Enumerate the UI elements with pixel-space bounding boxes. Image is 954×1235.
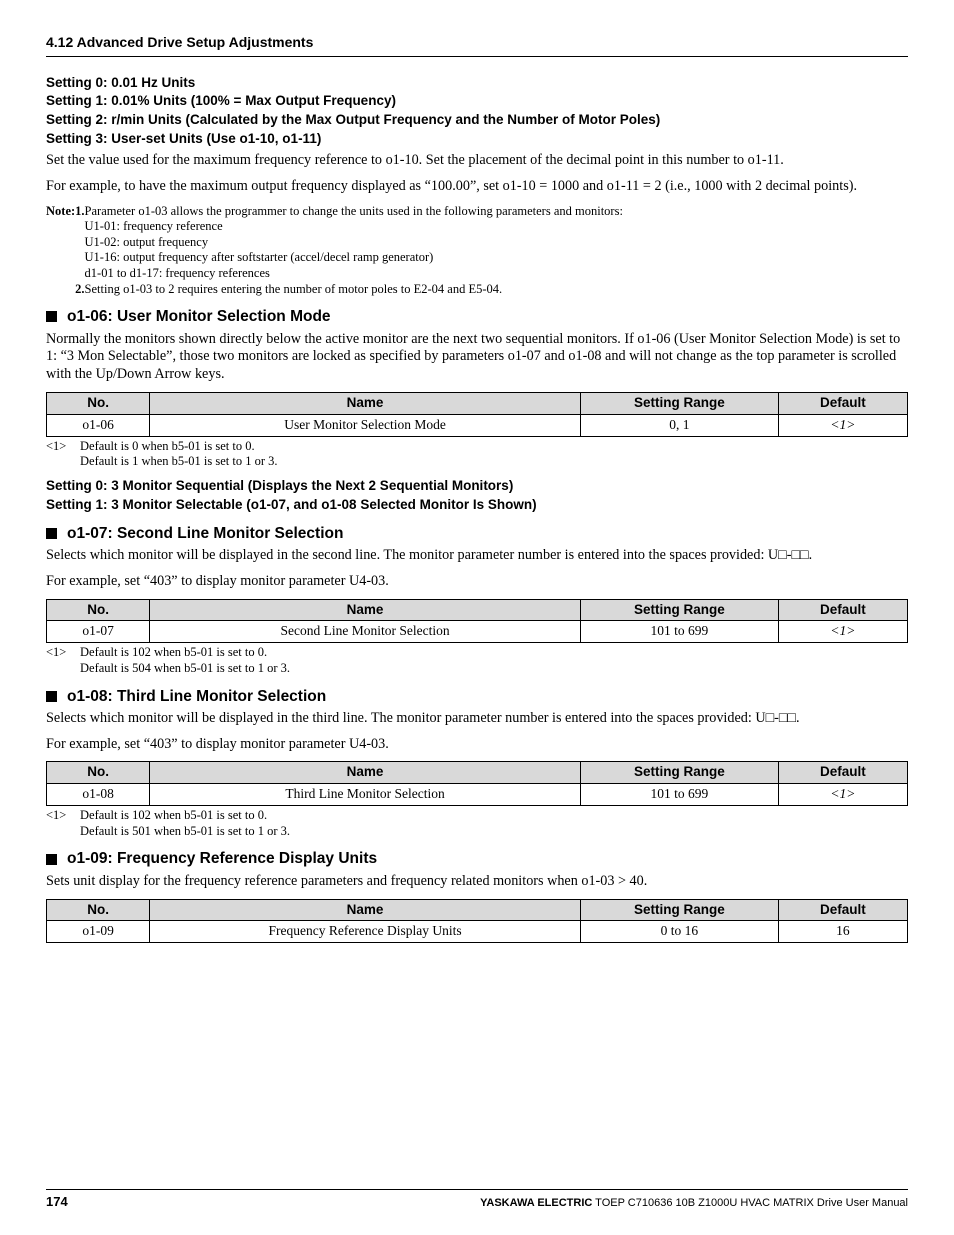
- section-heading: o1-09: Frequency Reference Display Units: [46, 849, 908, 868]
- square-bullet-icon: [46, 691, 57, 702]
- body-paragraph: Selects which monitor will be displayed …: [46, 710, 908, 728]
- table-cell: 0, 1: [580, 414, 778, 436]
- table-header-cell: Name: [150, 392, 581, 414]
- table-footnote: <1>Default is 102 when b5-01 is set to 0…: [46, 808, 908, 839]
- table-row: o1-08Third Line Monitor Selection101 to …: [47, 784, 908, 806]
- table-header-cell: No.: [47, 392, 150, 414]
- parameter-table: No.NameSetting RangeDefaulto1-09Frequenc…: [46, 899, 908, 944]
- setting-heading: Setting 0: 0.01 Hz Units: [46, 75, 908, 92]
- footer-doc-title: YASKAWA ELECTRIC TOEP C710636 10B Z1000U…: [480, 1197, 908, 1211]
- parameter-table: No.NameSetting RangeDefaulto1-06User Mon…: [46, 392, 908, 437]
- page-section-header: 4.12 Advanced Drive Setup Adjustments: [46, 34, 908, 57]
- table-header-cell: Setting Range: [580, 599, 778, 621]
- table-header-cell: Setting Range: [580, 392, 778, 414]
- table-header-cell: Default: [778, 599, 907, 621]
- body-paragraph: For example, set “403” to display monito…: [46, 736, 908, 754]
- setting-heading: Setting 2: r/min Units (Calculated by th…: [46, 112, 908, 129]
- square-bullet-icon: [46, 854, 57, 865]
- table-header-cell: Default: [778, 899, 907, 921]
- table-cell: User Monitor Selection Mode: [150, 414, 581, 436]
- setting-heading: Setting 1: 3 Monitor Selectable (o1-07, …: [46, 497, 908, 514]
- table-header-cell: Default: [778, 392, 907, 414]
- table-cell: <1>: [778, 621, 907, 643]
- table-header-cell: Setting Range: [580, 762, 778, 784]
- body-paragraph: Sets unit display for the frequency refe…: [46, 873, 908, 891]
- table-footnote: <1>Default is 102 when b5-01 is set to 0…: [46, 645, 908, 676]
- setting-heading: Setting 0: 3 Monitor Sequential (Display…: [46, 478, 908, 495]
- table-cell: Second Line Monitor Selection: [150, 621, 581, 643]
- body-paragraph: Normally the monitors shown directly bel…: [46, 331, 908, 384]
- table-cell: <1>: [778, 784, 907, 806]
- table-cell: 0 to 16: [580, 921, 778, 943]
- table-row: o1-09Frequency Reference Display Units0 …: [47, 921, 908, 943]
- table-header-cell: No.: [47, 599, 150, 621]
- page-number: 174: [46, 1194, 68, 1210]
- table-cell: o1-08: [47, 784, 150, 806]
- table-header-cell: No.: [47, 899, 150, 921]
- page-footer: 174 YASKAWA ELECTRIC TOEP C710636 10B Z1…: [46, 1189, 908, 1211]
- table-cell: Third Line Monitor Selection: [150, 784, 581, 806]
- body-paragraph: For example, set “403” to display monito…: [46, 573, 908, 591]
- square-bullet-icon: [46, 528, 57, 539]
- table-header-cell: No.: [47, 762, 150, 784]
- section-heading: o1-08: Third Line Monitor Selection: [46, 687, 908, 706]
- table-header-cell: Default: [778, 762, 907, 784]
- table-cell: <1>: [778, 414, 907, 436]
- table-header-cell: Name: [150, 599, 581, 621]
- table-row: o1-07Second Line Monitor Selection101 to…: [47, 621, 908, 643]
- table-row: o1-06User Monitor Selection Mode0, 1<1>: [47, 414, 908, 436]
- setting-heading: Setting 1: 0.01% Units (100% = Max Outpu…: [46, 93, 908, 110]
- table-header-cell: Name: [150, 899, 581, 921]
- table-cell: o1-09: [47, 921, 150, 943]
- setting-heading: Setting 3: User-set Units (Use o1-10, o1…: [46, 131, 908, 148]
- table-cell: o1-06: [47, 414, 150, 436]
- parameter-table: No.NameSetting RangeDefaulto1-07Second L…: [46, 599, 908, 644]
- section-heading: o1-07: Second Line Monitor Selection: [46, 524, 908, 543]
- note-block: Note:1.Parameter o1-03 allows the progra…: [46, 204, 908, 298]
- body-paragraph: Set the value used for the maximum frequ…: [46, 152, 908, 170]
- body-paragraph: Selects which monitor will be displayed …: [46, 547, 908, 565]
- table-footnote: <1>Default is 0 when b5-01 is set to 0.D…: [46, 439, 908, 470]
- square-bullet-icon: [46, 311, 57, 322]
- table-cell: 101 to 699: [580, 621, 778, 643]
- table-cell: 101 to 699: [580, 784, 778, 806]
- table-cell: o1-07: [47, 621, 150, 643]
- table-cell: 16: [778, 921, 907, 943]
- body-paragraph: For example, to have the maximum output …: [46, 178, 908, 196]
- table-header-cell: Name: [150, 762, 581, 784]
- parameter-table: No.NameSetting RangeDefaulto1-08Third Li…: [46, 761, 908, 806]
- table-header-cell: Setting Range: [580, 899, 778, 921]
- table-cell: Frequency Reference Display Units: [150, 921, 581, 943]
- section-heading: o1-06: User Monitor Selection Mode: [46, 307, 908, 326]
